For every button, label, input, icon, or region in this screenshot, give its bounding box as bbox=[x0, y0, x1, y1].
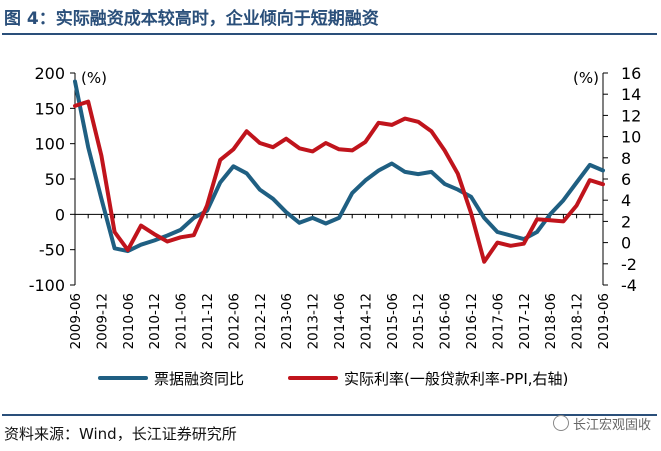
source-rule bbox=[2, 414, 657, 416]
legend-item-real-rate-label: 实际利率(一般贷款利率-PPI,右轴) bbox=[344, 370, 568, 388]
x-axis-tick-label: 2011-12 bbox=[200, 293, 216, 349]
x-axis-tick-label: 2013-06 bbox=[279, 293, 295, 349]
axes: -100 -50 0 50 100 150 200 (%) -4 -2 0 2 4 6 8 10 12 14 16 (… bbox=[29, 64, 642, 349]
source-note: 资料来源：Wind，长江证券研究所 bbox=[4, 425, 237, 443]
x-axis-tick-label: 2014-06 bbox=[332, 293, 348, 349]
x-axis-tick-label: 2011-06 bbox=[174, 293, 190, 349]
x-axis-tick-label: 2015-12 bbox=[411, 293, 427, 349]
figure-title: 图 4：实际融资成本较高时，企业倾向于短期融资 bbox=[4, 9, 379, 29]
series-line-real-rate bbox=[73, 99, 605, 264]
right-axis-tick-label: 4 bbox=[621, 191, 631, 210]
right-axis-tick-label: -2 bbox=[621, 255, 637, 274]
left-axis-tick-label: 100 bbox=[34, 135, 65, 154]
x-axis-tick-label: 2014-12 bbox=[358, 293, 374, 349]
watermark-text: 长江宏观固收 bbox=[572, 418, 651, 433]
x-axis-tick-label: 2018-06 bbox=[543, 293, 559, 349]
x-axis-tick-label: 2016-06 bbox=[438, 293, 454, 349]
x-axis-tick-label: 2015-06 bbox=[385, 293, 401, 349]
x-axis-tick-label: 2017-06 bbox=[490, 293, 506, 349]
right-axis-tick-label: 14 bbox=[621, 85, 641, 104]
left-axis-tick-label: 150 bbox=[34, 99, 65, 118]
legend: 票据融资同比 实际利率(一般贷款利率-PPI,右轴) bbox=[98, 370, 568, 388]
x-axis-tick-label: 2009-06 bbox=[68, 293, 84, 349]
left-axis-tick-label: 50 bbox=[45, 170, 65, 189]
line-chart: -100 -50 0 50 100 150 200 (%) -4 -2 0 2 4 6 8 10 12 14 16 (… bbox=[29, 64, 642, 388]
x-axis-tick-label: 2019-06 bbox=[596, 293, 612, 349]
wechat-icon bbox=[552, 415, 569, 431]
left-axis-tick-label: 0 bbox=[55, 205, 65, 224]
legend-item-bill-financing-label: 票据融资同比 bbox=[154, 370, 244, 388]
right-axis-tick-label: 16 bbox=[621, 64, 641, 83]
x-axis-tick-label: 2010-06 bbox=[121, 293, 137, 349]
title-rule bbox=[2, 33, 657, 35]
x-axis-tick-label: 2012-06 bbox=[226, 293, 242, 349]
watermark: 长江宏观固收 bbox=[552, 414, 651, 433]
x-axis-tick-label: 2009-12 bbox=[94, 293, 110, 349]
right-axis-tick-label: 8 bbox=[621, 149, 631, 168]
x-axis-tick-label: 2018-12 bbox=[570, 293, 586, 349]
left-axis-tick-label: -100 bbox=[29, 276, 65, 295]
series-lines bbox=[73, 79, 605, 264]
series-line-bill-financing bbox=[73, 79, 605, 254]
right-axis-tick-label: 6 bbox=[621, 170, 631, 189]
x-axis-tick-label: 2016-12 bbox=[464, 293, 480, 349]
x-axis-tick-label: 2017-12 bbox=[517, 293, 533, 349]
right-axis-tick-label: 10 bbox=[621, 128, 641, 147]
right-axis-tick-label: 12 bbox=[621, 106, 641, 125]
right-axis-tick-label: -4 bbox=[621, 276, 637, 295]
right-axis-tick-label: 2 bbox=[621, 212, 631, 231]
x-axis-tick-label: 2010-12 bbox=[147, 293, 163, 349]
left-axis-unit: (%) bbox=[81, 69, 107, 87]
x-axis-tick-label: 2013-12 bbox=[306, 293, 322, 349]
x-axis-tick-label: 2012-12 bbox=[253, 293, 269, 349]
right-axis-tick-label: 0 bbox=[621, 234, 631, 253]
right-axis-unit: (%) bbox=[573, 69, 599, 87]
left-axis-tick-label: -50 bbox=[39, 241, 65, 260]
left-axis-tick-label: 200 bbox=[34, 64, 65, 83]
